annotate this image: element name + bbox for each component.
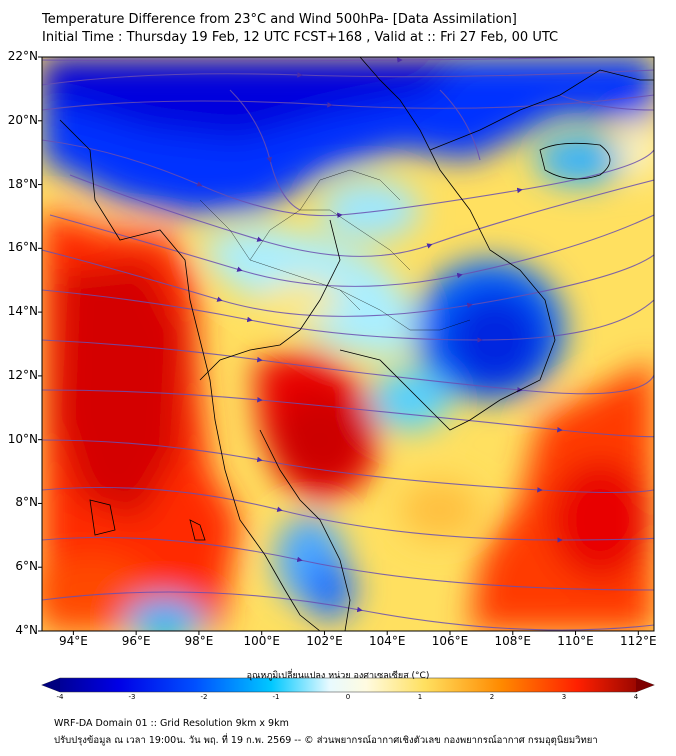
lon-label: 102°E	[306, 634, 343, 648]
colorbar-low-extend	[42, 678, 60, 692]
lon-label: 96°E	[121, 634, 151, 648]
colorbar-title: อุณหภูมิเปลี่ยนแปลง หน่วย องศาเซลเซียส (…	[246, 671, 430, 681]
footer-update-info: ปรับปรุงข้อมูล ณ เวลา 19:00น. วัน พฤ. ที…	[54, 735, 598, 746]
country-borders	[199, 169, 471, 331]
plot-frame	[41, 56, 655, 632]
axis-ticks	[38, 56, 639, 635]
colorbar	[41, 677, 655, 693]
lat-label: 22°N	[7, 49, 38, 63]
colorbar-high-extend	[636, 678, 654, 692]
chart-title: Temperature Difference from 23°C and Win…	[42, 12, 517, 27]
colorbar-tick-label: 4	[633, 693, 639, 701]
colorbar-tick-label: -4	[56, 693, 64, 701]
plot-area	[42, 57, 654, 631]
lat-label: 18°N	[7, 176, 38, 191]
colorbar-tick-label: 1	[417, 693, 423, 701]
chart-subtitle: Initial Time : Thursday 19 Feb, 12 UTC F…	[42, 30, 559, 45]
lon-label: 112°E	[620, 634, 657, 648]
colorbar-tick-label: -3	[128, 693, 136, 701]
colorbar-tick-label: 3	[561, 693, 567, 701]
lon-label: 106°E	[431, 634, 469, 648]
lat-label: 8°N	[15, 495, 38, 510]
lat-label: 10°N	[7, 431, 38, 446]
lon-label: 100°E	[243, 634, 280, 648]
wind-streamlines	[42, 57, 654, 631]
lon-label: 104°E	[368, 634, 406, 648]
colorbar-tick-label: 2	[489, 693, 495, 701]
lat-label: 16°N	[7, 240, 38, 255]
lon-label: 94°E	[58, 634, 88, 648]
colorbar-tick-label: -2	[200, 693, 208, 701]
footer-model-info: WRF-DA Domain 01 :: Grid Resolution 9km …	[54, 718, 289, 729]
colorbar-tick-label: -1	[272, 693, 280, 701]
lat-label: 12°N	[7, 367, 38, 382]
colorbar-tick-label: 0	[345, 693, 351, 701]
coastlines	[59, 57, 654, 631]
lon-label: 110°E	[557, 634, 594, 648]
lon-label: 98°E	[184, 634, 214, 648]
lat-label: 6°N	[15, 559, 38, 574]
lat-label: 20°N	[7, 112, 38, 127]
lat-label: 14°N	[7, 304, 38, 319]
lat-label: 4°N	[15, 623, 38, 637]
lon-label: 108°E	[494, 634, 532, 648]
